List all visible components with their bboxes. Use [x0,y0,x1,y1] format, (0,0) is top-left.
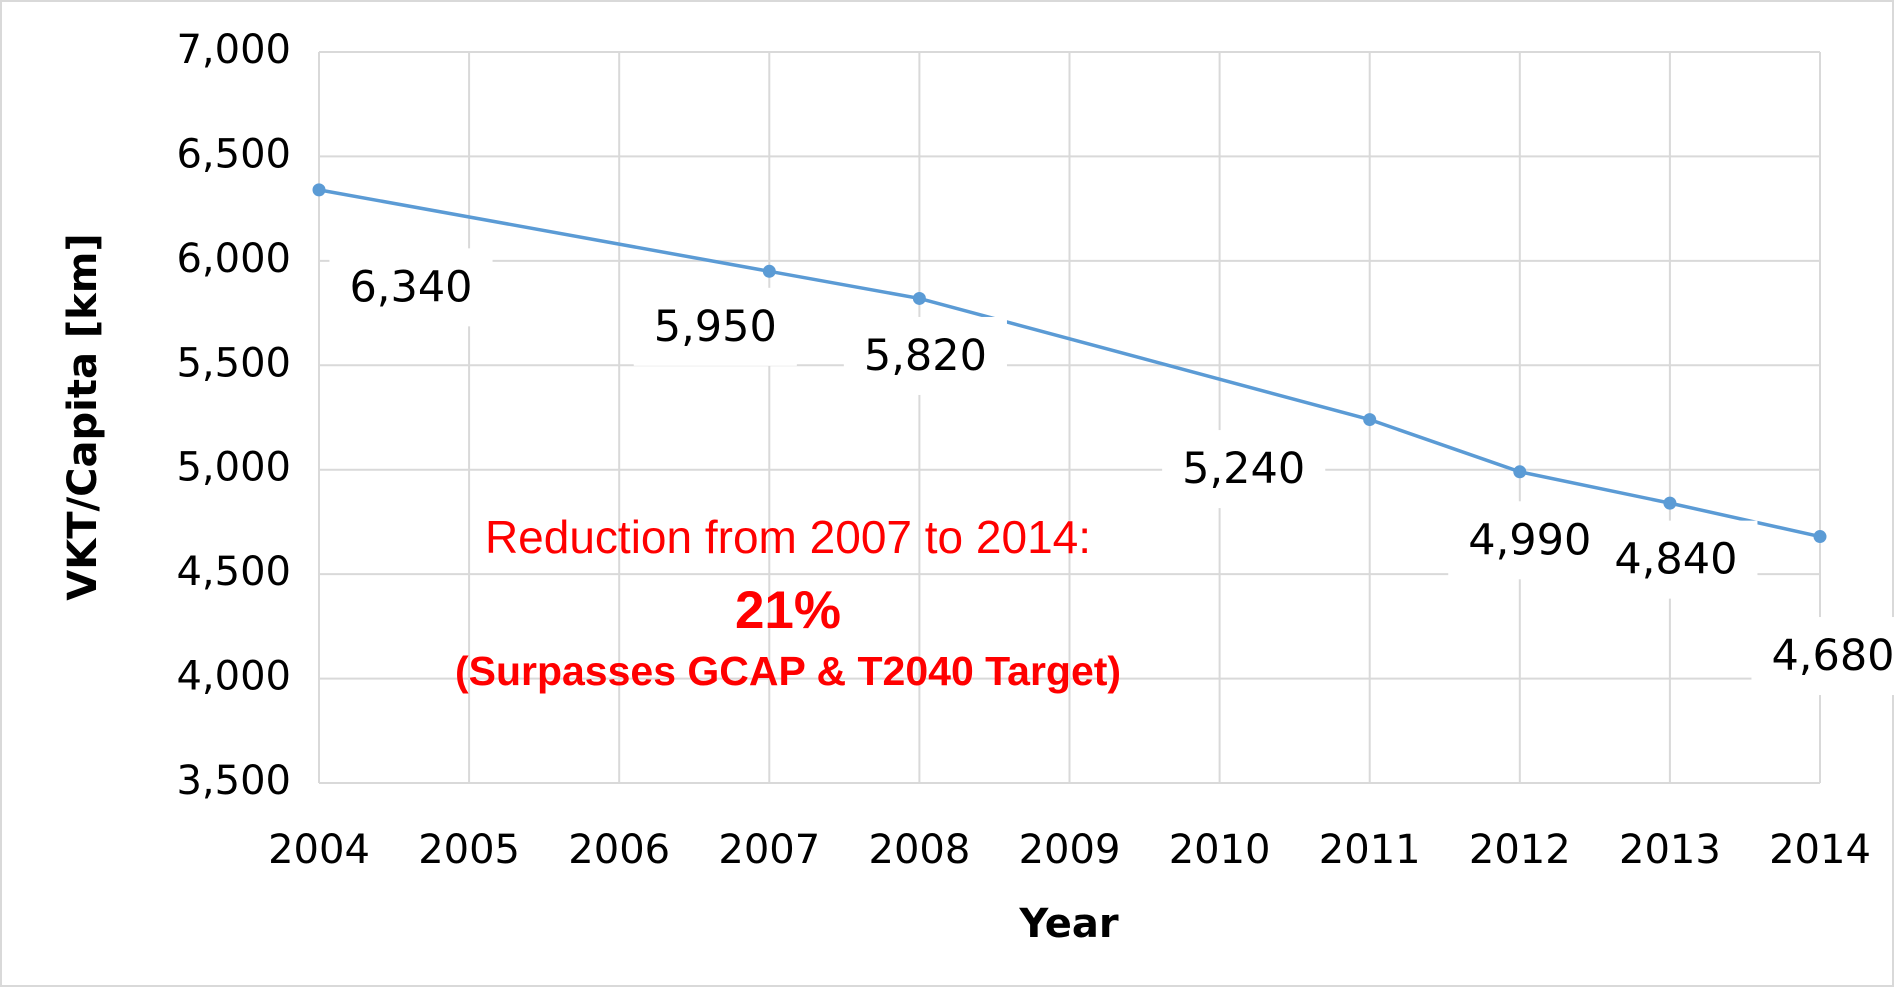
data-label-bg [1594,520,1758,599]
data-label: 5,950 [654,302,777,352]
data-point [762,264,776,278]
data-point [1363,413,1377,427]
y-tick-label: 6,000 [176,236,291,282]
data-label-group: 6,340 [329,248,493,327]
y-tick-label: 5,500 [176,340,291,386]
data-label-bg [843,316,1007,395]
data-point [312,183,326,197]
data-label-bg [1448,501,1612,580]
data-label-group: 4,840 [1594,520,1758,599]
data-label-bg [1162,430,1326,509]
annotation: Reduction from 2007 to 2014: [485,511,1091,563]
data-label-bg [1751,617,1894,696]
x-tick-label: 2012 [1469,827,1571,873]
y-tick-label: 3,500 [176,758,291,804]
annotation: 21% [735,581,841,640]
x-axis-title: Year [1018,901,1118,947]
y-tick-label: 4,500 [176,549,291,595]
x-tick-label: 2008 [869,827,971,873]
data-point [1813,530,1827,544]
data-point [1663,496,1677,510]
x-tick-label: 2013 [1619,827,1721,873]
y-tick-label: 4,000 [176,654,291,700]
x-tick-label: 2005 [418,827,520,873]
y-tick-label: 7,000 [176,27,291,73]
data-label-group: 5,240 [1162,430,1326,509]
y-axis-title: VKT/Capita [km] [60,233,106,600]
data-label-group: 4,680 [1751,617,1894,696]
x-tick-label: 2004 [268,827,370,873]
data-label: 4,680 [1771,631,1894,681]
data-label: 5,820 [864,331,987,381]
x-tick-label: 2007 [718,827,820,873]
data-label: 4,840 [1614,535,1737,585]
data-label: 5,240 [1182,444,1305,494]
data-label-group: 4,990 [1448,501,1612,580]
data-point [1513,465,1527,479]
data-label: 6,340 [349,262,472,312]
data-label-group: 5,950 [633,287,797,366]
data-label-bg [329,248,493,327]
x-tick-label: 2010 [1169,827,1271,873]
x-tick-label: 2006 [568,827,670,873]
x-tick-label: 2009 [1019,827,1121,873]
data-point [912,291,926,305]
data-label-bg [633,287,797,366]
x-tick-label: 2014 [1769,827,1871,873]
data-label-group: 5,820 [843,316,1007,395]
data-label: 4,990 [1468,515,1591,565]
x-tick-label: 2011 [1319,827,1421,873]
y-tick-label: 5,000 [176,445,291,491]
y-tick-label: 6,500 [176,131,291,177]
annotation: (Surpasses GCAP & T2040 Target) [455,648,1121,694]
